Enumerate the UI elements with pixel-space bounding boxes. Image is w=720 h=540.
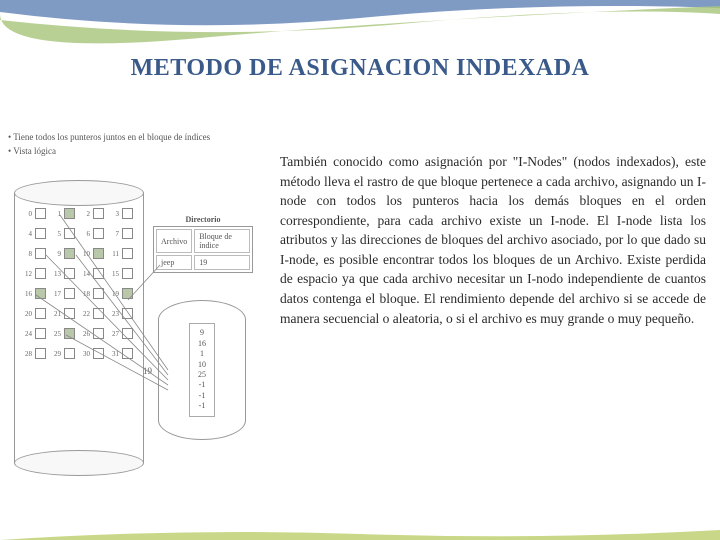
page-title: METODO DE ASIGNACION INDEXADA	[0, 55, 720, 82]
bullet-1: Tiene todos los punteros juntos en el bl…	[8, 130, 210, 144]
footer-decoration	[0, 524, 720, 540]
header-swoosh	[0, 0, 720, 60]
pointer-lines	[8, 180, 268, 500]
bullet-2: Vista lógica	[8, 144, 210, 158]
bullet-list: Tiene todos los punteros juntos en el bl…	[8, 130, 210, 159]
diagram: Tiene todos los punteros juntos en el bl…	[8, 120, 268, 480]
content-area: Tiene todos los punteros juntos en el bl…	[8, 120, 712, 480]
body-paragraph: También conocido como asignación por "I-…	[280, 120, 712, 480]
